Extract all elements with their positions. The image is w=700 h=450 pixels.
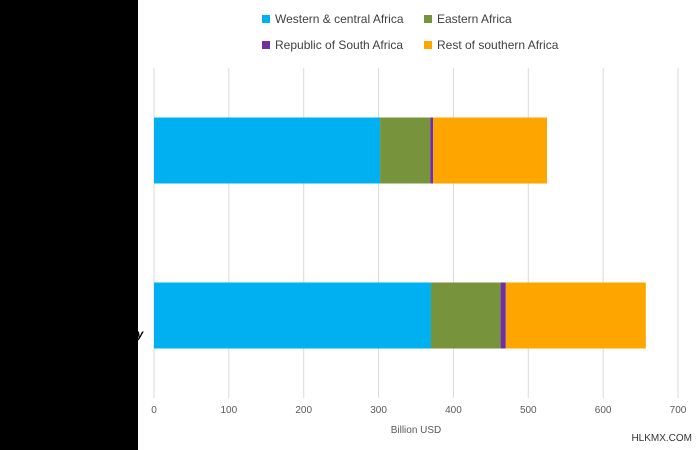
black-side-panel bbox=[0, 0, 138, 450]
legend-label: Rest of southern Africa bbox=[437, 38, 559, 52]
legend-label: Eastern Africa bbox=[437, 12, 512, 26]
x-tick-label: 100 bbox=[221, 405, 238, 416]
bar-segment-western-central-africa-1 bbox=[154, 117, 381, 184]
x-tick-label: 0 bbox=[151, 405, 157, 416]
watermark: HLKMX.COM bbox=[631, 433, 692, 444]
bars bbox=[154, 117, 646, 349]
bar-segment-rest-of-southern-africa-1 bbox=[433, 117, 547, 184]
bar-segment-republic-of-south-africa-1 bbox=[430, 117, 434, 184]
legend-item-western-central-africa: Western & central Africa bbox=[262, 12, 404, 26]
bar-segment-western-central-africa-2 bbox=[154, 282, 431, 349]
legend-item-republic-of-south-africa: Republic of South Africa bbox=[262, 38, 403, 52]
x-tick-label: 600 bbox=[595, 405, 612, 416]
legend-item-rest-of-southern-africa: Rest of southern Africa bbox=[424, 38, 558, 52]
legend-label: Republic of South Africa bbox=[275, 38, 404, 52]
legend-swatch-republic-of-south-africa bbox=[262, 41, 270, 49]
x-tick-label: 300 bbox=[370, 405, 387, 416]
category-label-fragment: cy bbox=[130, 327, 144, 341]
x-axis-title: Billion USD bbox=[391, 425, 442, 436]
bar-segment-republic-of-south-africa-2 bbox=[500, 282, 506, 349]
x-axis-ticks: 0 100 200 300 400 500 600 700 bbox=[151, 405, 687, 416]
x-tick-label: 400 bbox=[445, 405, 462, 416]
bar-segment-eastern-africa-2 bbox=[430, 282, 501, 349]
legend-label: Western & central Africa bbox=[275, 12, 404, 26]
bar-segment-eastern-africa-1 bbox=[380, 117, 431, 184]
x-tick-label: 700 bbox=[670, 405, 687, 416]
legend-item-eastern-africa: Eastern Africa bbox=[424, 12, 512, 26]
x-tick-label: 500 bbox=[520, 405, 537, 416]
legend-swatch-eastern-africa bbox=[424, 15, 432, 23]
x-tick-label: 200 bbox=[295, 405, 312, 416]
bar-segment-rest-of-southern-africa-2 bbox=[505, 282, 646, 349]
legend-swatch-western-central-africa bbox=[262, 15, 270, 23]
legend-swatch-rest-of-southern-africa bbox=[424, 41, 432, 49]
